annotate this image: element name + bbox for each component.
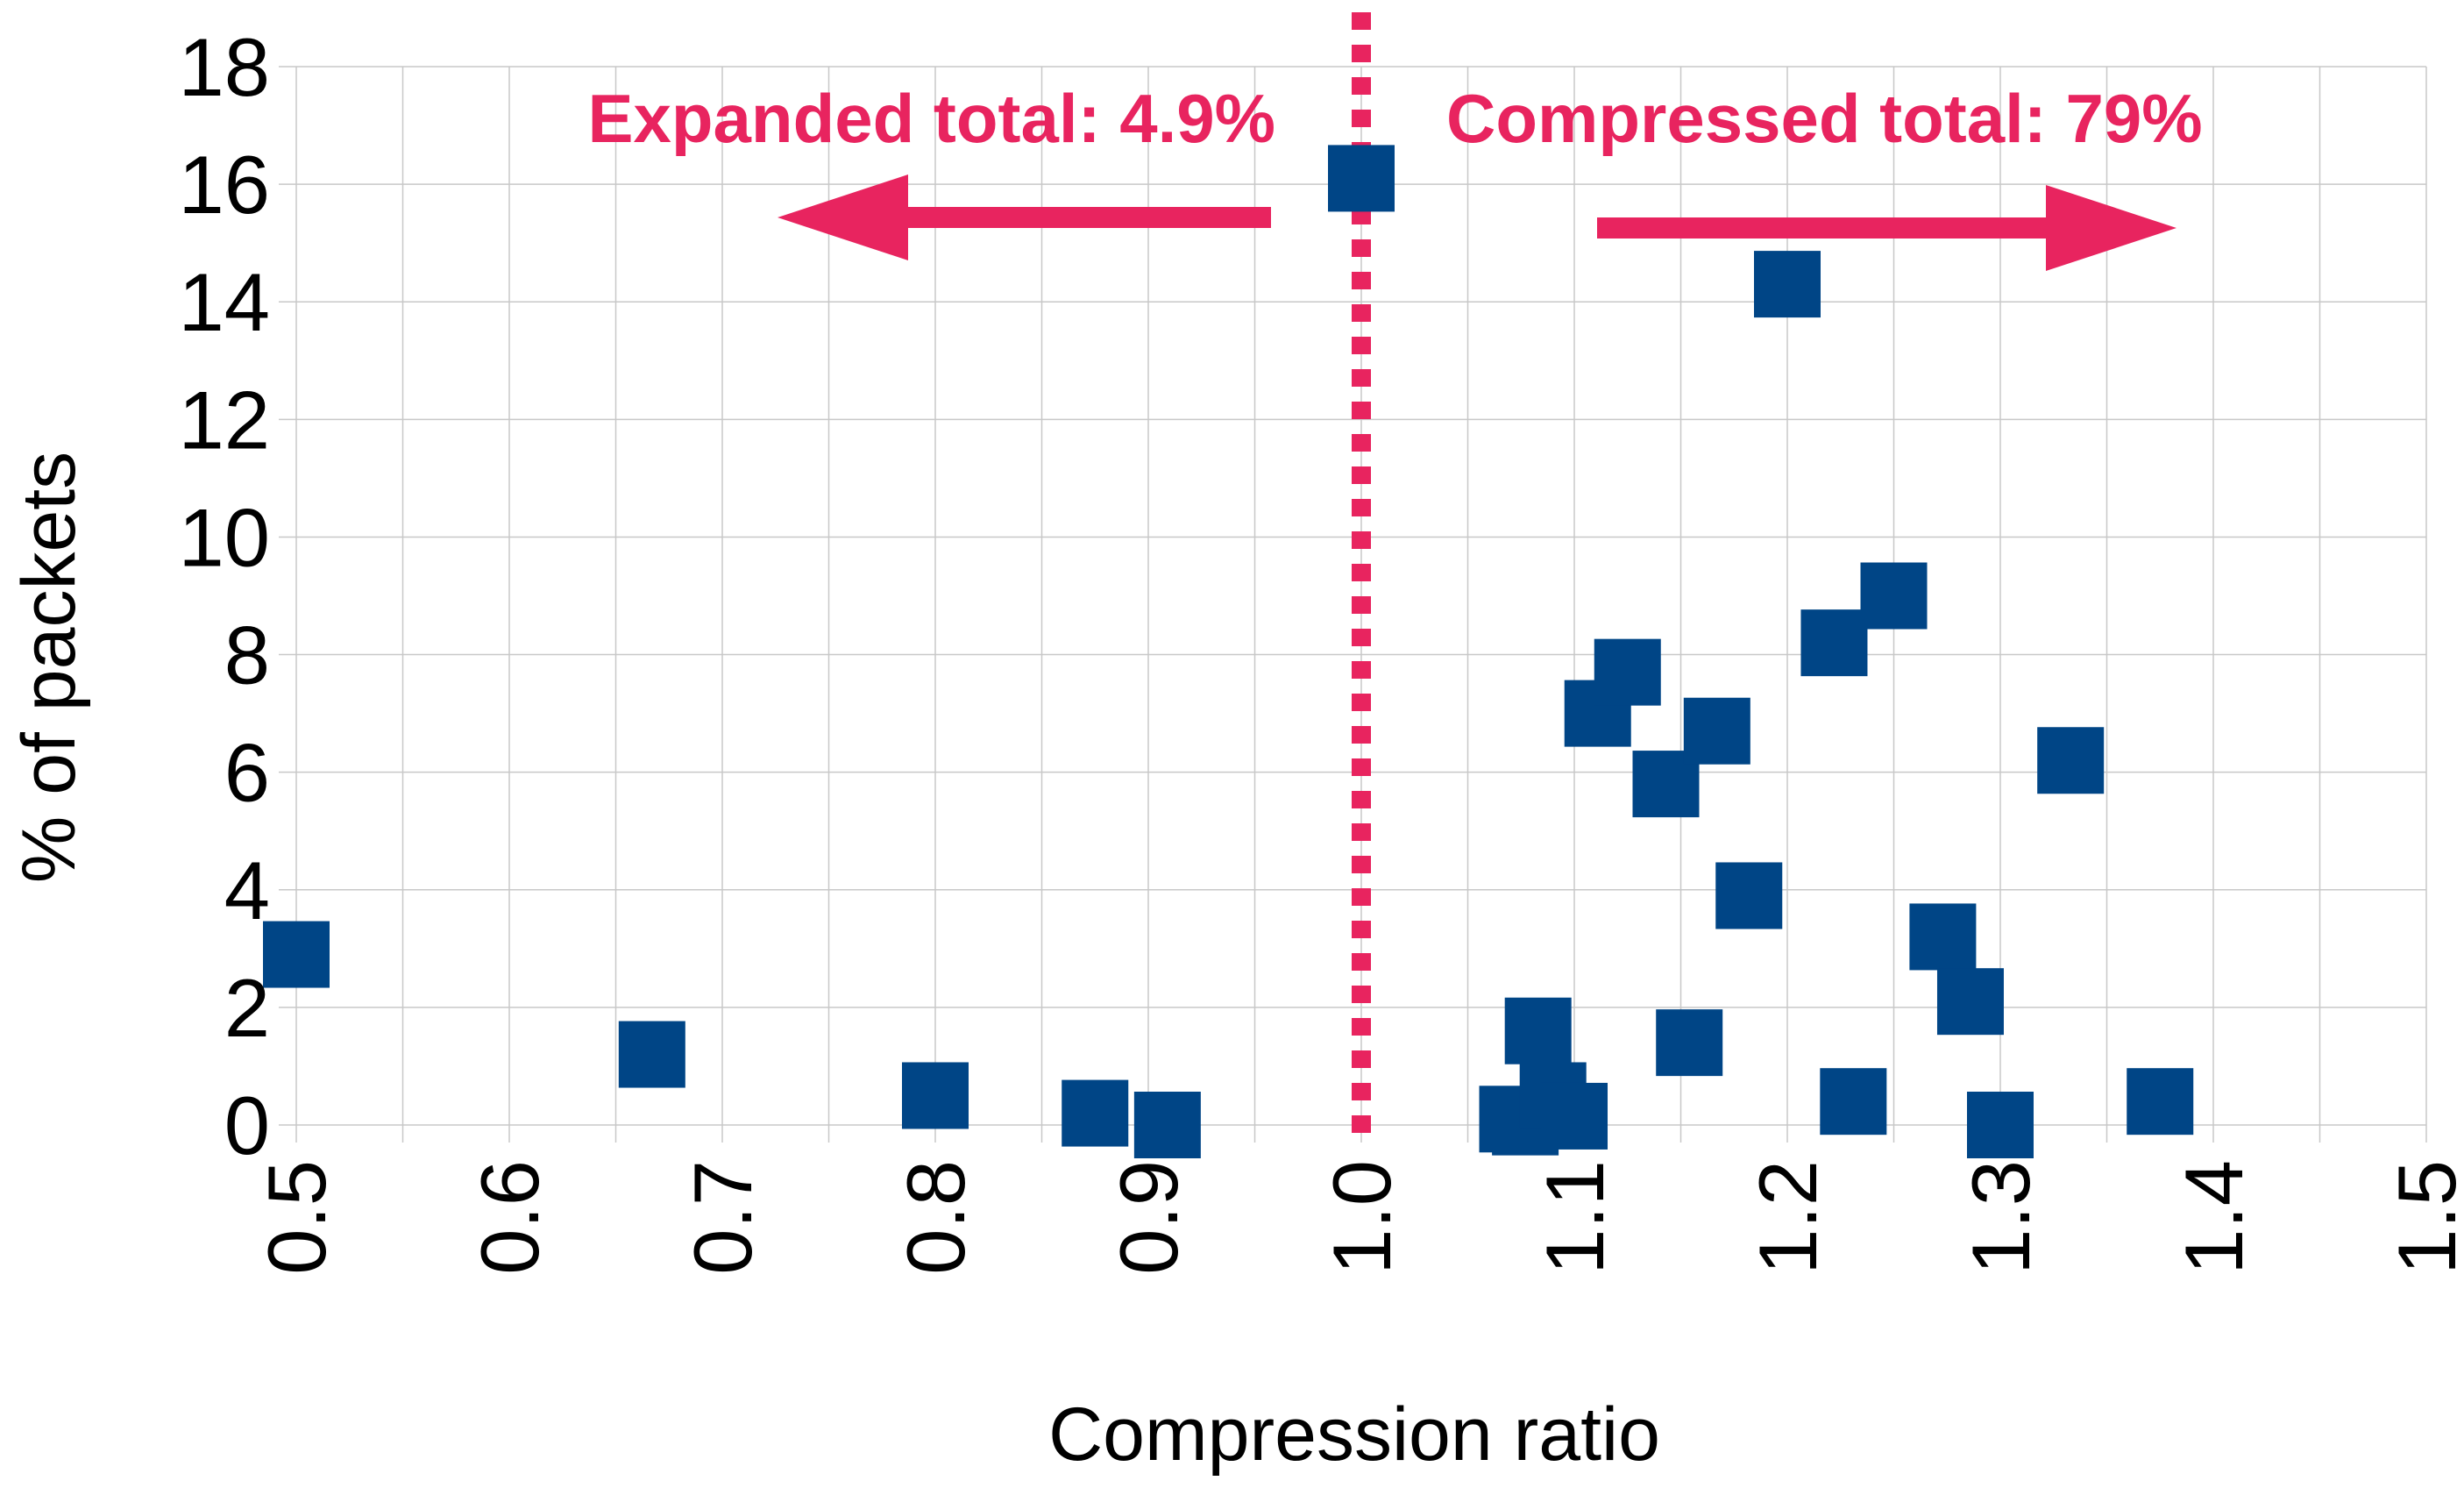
data-point	[1860, 562, 1928, 630]
y-tick-label: 2	[224, 962, 270, 1054]
left-arrow	[778, 174, 1271, 260]
x-tick-labels: 0.5 0.6 0.7 0.8 0.9 1.0 1.1 1.2 1.3 1.4 1.5	[251, 1160, 2464, 1275]
x-tick-label: 1.2	[1742, 1160, 1834, 1275]
data-point	[1504, 997, 1572, 1064]
y-tick-label: 16	[178, 139, 270, 231]
data-point	[1328, 145, 1395, 212]
y-tick-label: 12	[178, 374, 270, 466]
data-point	[1800, 609, 1868, 677]
data-point	[1820, 1068, 1887, 1136]
x-tick-label: 1.4	[2168, 1160, 2260, 1275]
y-tick-label: 10	[178, 491, 270, 583]
data-point	[618, 1021, 685, 1088]
x-tick-label: 1.1	[1529, 1160, 1621, 1275]
data-point	[1133, 1092, 1201, 1158]
x-tick-label: 1.0	[1316, 1160, 1408, 1275]
annotations: Expanded total: 4.9% Compressed total: 79…	[588, 80, 2203, 271]
data-point	[1594, 638, 1661, 706]
data-point	[1754, 251, 1821, 318]
x-tick-label: 0.5	[251, 1160, 343, 1275]
data-point	[1909, 903, 1977, 971]
y-tick-label: 0	[224, 1079, 270, 1171]
x-axis-title: Compression ratio	[1048, 1392, 1660, 1477]
data-point	[1541, 1082, 1608, 1150]
y-tick-label: 6	[224, 727, 270, 819]
right-arrow	[1597, 185, 2176, 271]
y-tick-labels: 0 2 4 6 8 10 12 14 16 18	[178, 21, 270, 1171]
x-tick-label: 0.9	[1103, 1160, 1195, 1275]
y-tick-label: 14	[178, 256, 270, 348]
data-point	[1683, 697, 1750, 765]
x-tick-label: 0.8	[890, 1160, 982, 1275]
compressed-total-label: Compressed total: 79%	[1446, 80, 2203, 157]
x-tick-label: 0.7	[677, 1160, 769, 1275]
data-point	[902, 1062, 969, 1129]
x-tick-label: 1.3	[1955, 1160, 2047, 1275]
data-point	[1936, 968, 2004, 1036]
data-points	[263, 145, 2194, 1158]
expanded-total-label: Expanded total: 4.9%	[588, 80, 1276, 157]
data-point	[263, 921, 330, 988]
data-point	[2037, 727, 2105, 794]
x-tick-label: 1.5	[2381, 1160, 2464, 1275]
data-point	[1656, 1009, 1723, 1077]
data-point	[2127, 1068, 2194, 1136]
x-tick-label: 0.6	[464, 1160, 556, 1275]
y-tick-label: 4	[224, 844, 270, 936]
data-point	[1715, 862, 1783, 929]
data-point	[1062, 1079, 1129, 1147]
y-tick-label: 18	[178, 21, 270, 113]
y-axis-title: % of packets	[7, 452, 91, 883]
data-point	[1967, 1092, 2034, 1158]
y-tick-label: 8	[224, 609, 270, 701]
